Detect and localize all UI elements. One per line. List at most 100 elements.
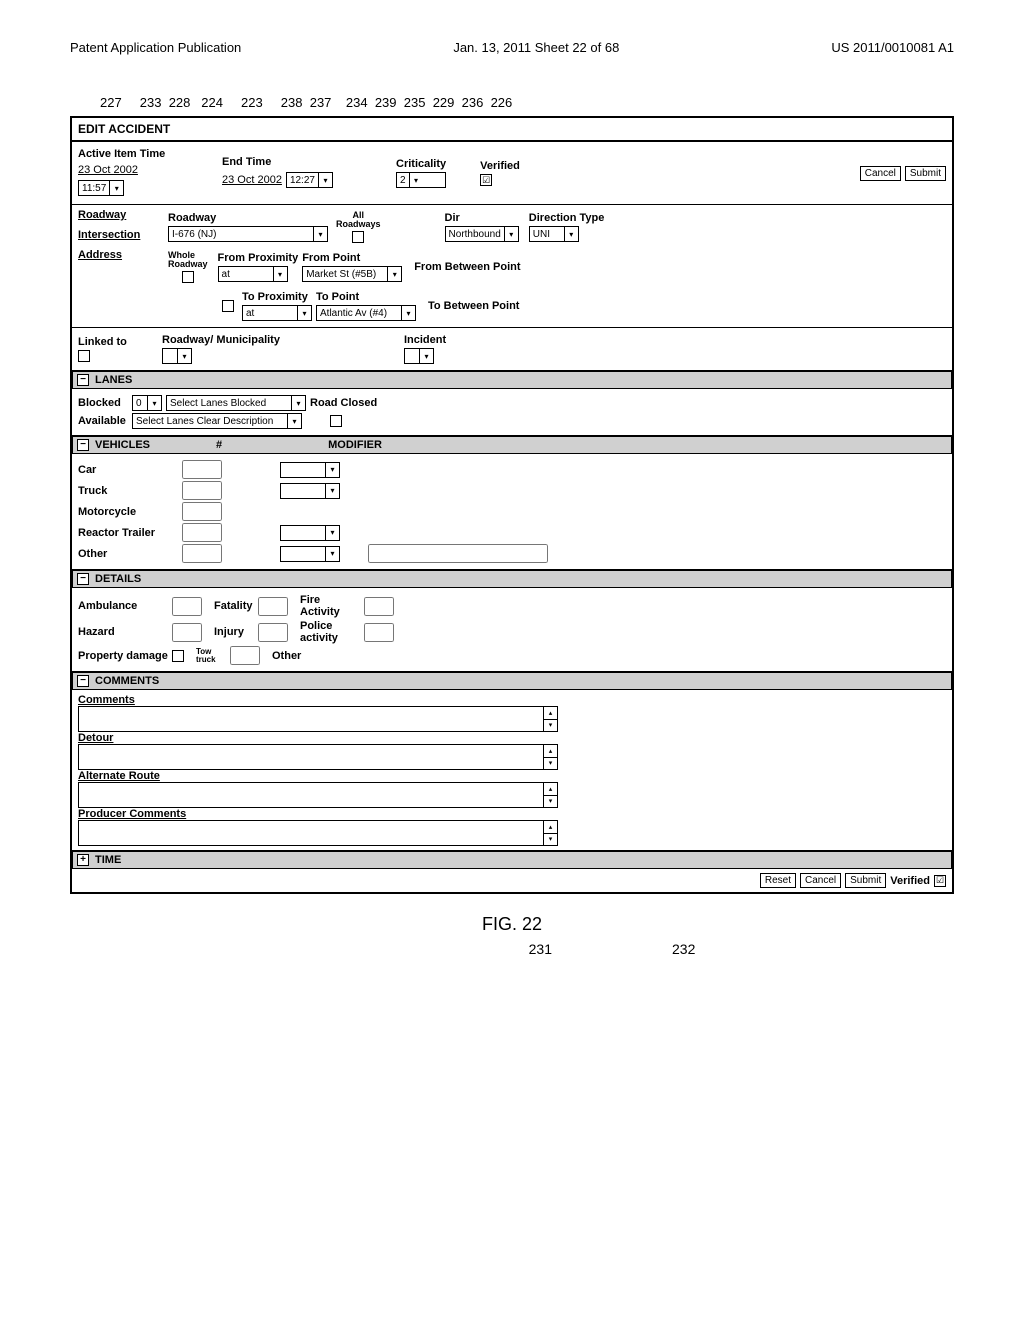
active-item-time-label: Active Item Time bbox=[78, 148, 188, 160]
criticality-dropdown[interactable]: 2 ▾ bbox=[396, 172, 446, 188]
roadway-mun-dropdown[interactable]: ▾ bbox=[162, 348, 192, 364]
scroll-up-icon[interactable]: ▴ bbox=[544, 745, 557, 758]
linked-to-label: Linked to bbox=[78, 336, 158, 348]
detour-textarea[interactable]: ▴▾ bbox=[78, 744, 558, 770]
select-clear-dropdown[interactable]: Select Lanes Clear Description ▾ bbox=[132, 413, 302, 429]
other-modifier-dropdown[interactable]: ▾ bbox=[280, 546, 340, 562]
submit-button[interactable]: Submit bbox=[905, 166, 946, 181]
dir-label: Dir bbox=[445, 212, 519, 224]
available-label: Available bbox=[78, 415, 128, 427]
chevron-down-icon: ▾ bbox=[325, 526, 339, 540]
injury-input[interactable] bbox=[258, 623, 288, 642]
select-blocked-dropdown[interactable]: Select Lanes Blocked ▾ bbox=[166, 395, 306, 411]
tow-input[interactable] bbox=[230, 646, 260, 665]
comments-label: Comments bbox=[78, 694, 135, 706]
linked-to-checkbox[interactable] bbox=[78, 350, 90, 362]
truck-label: Truck bbox=[78, 485, 178, 497]
dir-type-label: Direction Type bbox=[529, 212, 605, 224]
roadway-dropdown[interactable]: I-676 (NJ) ▾ bbox=[168, 226, 328, 242]
alternate-textarea[interactable]: ▴▾ bbox=[78, 782, 558, 808]
from-between-label: From Between Point bbox=[414, 261, 520, 273]
police-input[interactable] bbox=[364, 623, 394, 642]
property-checkbox[interactable] bbox=[172, 650, 184, 662]
roadway-label: Roadway bbox=[168, 212, 328, 224]
bottom-ref-numbers: 231 232 bbox=[70, 941, 954, 957]
other-vehicle-text-input[interactable] bbox=[368, 544, 548, 563]
road-closed-checkbox[interactable] bbox=[330, 415, 342, 427]
fatality-input[interactable] bbox=[258, 597, 288, 616]
scroll-down-icon[interactable]: ▾ bbox=[544, 720, 557, 732]
header-right: US 2011/0010081 A1 bbox=[831, 40, 954, 55]
motorcycle-count-input[interactable] bbox=[182, 502, 222, 521]
producer-label: Producer Comments bbox=[78, 808, 186, 820]
time-section-header: + TIME bbox=[72, 851, 952, 869]
scroll-up-icon[interactable]: ▴ bbox=[544, 707, 557, 720]
truck-modifier-dropdown[interactable]: ▾ bbox=[280, 483, 340, 499]
chevron-down-icon: ▾ bbox=[287, 414, 301, 428]
comments-textarea[interactable]: ▴▾ bbox=[78, 706, 558, 732]
verified-checkbox[interactable]: ☑ bbox=[480, 174, 492, 186]
dir-type-dropdown[interactable]: UNI ▾ bbox=[529, 226, 579, 242]
hazard-label: Hazard bbox=[78, 626, 168, 638]
collapse-icon[interactable]: − bbox=[77, 573, 89, 585]
fire-label: Fire Activity bbox=[300, 594, 360, 618]
ambulance-input[interactable] bbox=[172, 597, 202, 616]
hazard-input[interactable] bbox=[172, 623, 202, 642]
car-modifier-dropdown[interactable]: ▾ bbox=[280, 462, 340, 478]
chevron-down-icon: ▾ bbox=[147, 396, 161, 410]
reactor-trailer-label: Reactor Trailer bbox=[78, 527, 178, 539]
chevron-down-icon: ▾ bbox=[409, 173, 423, 187]
end-date-link[interactable]: 23 Oct 2002 bbox=[222, 174, 282, 186]
fire-input[interactable] bbox=[364, 597, 394, 616]
alternate-label: Alternate Route bbox=[78, 770, 160, 782]
producer-textarea[interactable]: ▴▾ bbox=[78, 820, 558, 846]
reset-button[interactable]: Reset bbox=[760, 873, 796, 888]
to-prox-label: To Proximity bbox=[242, 291, 312, 303]
whole-roadway-checkbox[interactable] bbox=[182, 271, 194, 283]
other-detail-label: Other bbox=[272, 650, 332, 662]
tow-label: Towtruck bbox=[196, 648, 226, 664]
end-time-dropdown[interactable]: 12:27 ▾ bbox=[286, 172, 333, 188]
scroll-down-icon[interactable]: ▾ bbox=[544, 758, 557, 770]
verified-footer-checkbox[interactable]: ☑ bbox=[934, 875, 946, 887]
to-point-dropdown[interactable]: Atlantic Av (#4) ▾ bbox=[316, 305, 416, 321]
collapse-icon[interactable]: − bbox=[77, 374, 89, 386]
cancel-button[interactable]: Cancel bbox=[800, 873, 841, 888]
other-count-input[interactable] bbox=[182, 544, 222, 563]
from-prox-dropdown[interactable]: at ▾ bbox=[218, 266, 288, 282]
chevron-down-icon: ▾ bbox=[297, 306, 311, 320]
submit-button[interactable]: Submit bbox=[845, 873, 886, 888]
to-checkbox[interactable] bbox=[222, 300, 234, 312]
blocked-count-dropdown[interactable]: 0 ▾ bbox=[132, 395, 162, 411]
active-date-link[interactable]: 23 Oct 2002 bbox=[78, 164, 138, 176]
cancel-button[interactable]: Cancel bbox=[860, 166, 901, 181]
expand-icon[interactable]: + bbox=[77, 854, 89, 866]
motorcycle-label: Motorcycle bbox=[78, 506, 178, 518]
to-prox-dropdown[interactable]: at ▾ bbox=[242, 305, 312, 321]
collapse-icon[interactable]: − bbox=[77, 675, 89, 687]
reactor-modifier-dropdown[interactable]: ▾ bbox=[280, 525, 340, 541]
dir-dropdown[interactable]: Northbound ▾ bbox=[445, 226, 519, 242]
chevron-down-icon: ▾ bbox=[318, 173, 332, 187]
scroll-up-icon[interactable]: ▴ bbox=[544, 821, 557, 834]
collapse-icon[interactable]: − bbox=[77, 439, 89, 451]
truck-count-input[interactable] bbox=[182, 481, 222, 500]
car-label: Car bbox=[78, 464, 178, 476]
all-roadways-checkbox[interactable] bbox=[352, 231, 364, 243]
intersection-link[interactable]: Intersection bbox=[78, 229, 158, 241]
scroll-up-icon[interactable]: ▴ bbox=[544, 783, 557, 796]
active-time-dropdown[interactable]: 11:57 ▾ bbox=[78, 180, 124, 196]
all-roadways-label: AllRoadways bbox=[336, 211, 381, 229]
from-point-dropdown[interactable]: Market St (#5B) ▾ bbox=[302, 266, 402, 282]
car-count-input[interactable] bbox=[182, 460, 222, 479]
lanes-section-header: − LANES bbox=[72, 371, 952, 389]
incident-dropdown[interactable]: ▾ bbox=[404, 348, 434, 364]
chevron-down-icon: ▾ bbox=[504, 227, 518, 241]
reactor-trailer-count-input[interactable] bbox=[182, 523, 222, 542]
scroll-down-icon[interactable]: ▾ bbox=[544, 796, 557, 808]
comments-section-header: − COMMENTS bbox=[72, 672, 952, 690]
roadway-link[interactable]: Roadway bbox=[78, 209, 158, 221]
from-prox-label: From Proximity bbox=[218, 252, 299, 264]
address-link[interactable]: Address bbox=[78, 249, 158, 261]
scroll-down-icon[interactable]: ▾ bbox=[544, 834, 557, 846]
